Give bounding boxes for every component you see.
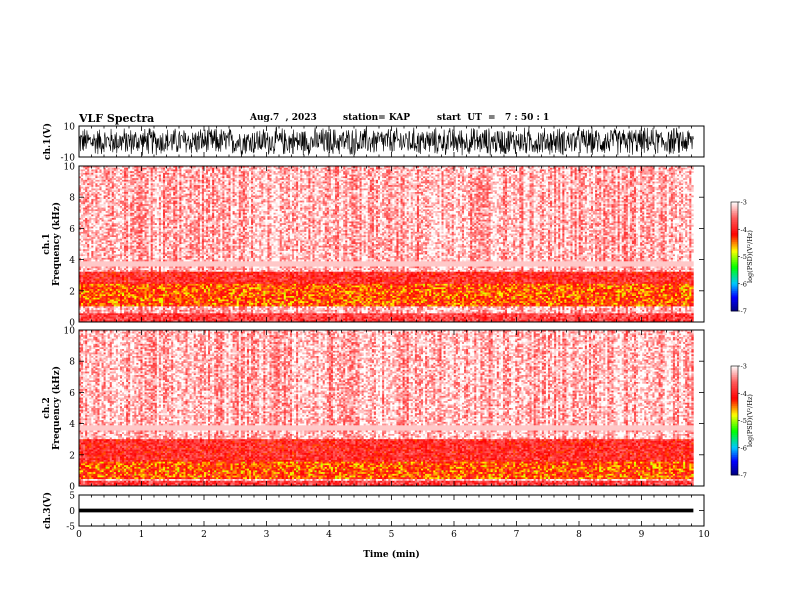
ch1-spec-ytick-3: 6 bbox=[69, 225, 75, 235]
ch2-spec-ylabel: Frequency (kHz) bbox=[51, 366, 62, 450]
station-label: station= KAP bbox=[343, 113, 410, 123]
ch2-spec-ytick-2: 4 bbox=[69, 420, 75, 430]
ch1-wave-ytick-0: 10 bbox=[64, 123, 76, 133]
ch2-spec-ytick-3: 6 bbox=[69, 389, 75, 399]
ch1-spec-spectrogram-image bbox=[79, 166, 694, 323]
cb1-tick-2: -5 bbox=[741, 253, 747, 261]
date-label: Aug.7 , 2023 bbox=[250, 113, 317, 123]
cb2-tick-1: -4 bbox=[741, 390, 747, 398]
ch1-spec-ytick-5: 10 bbox=[64, 163, 76, 173]
ch1-waveform-trace bbox=[78, 126, 694, 156]
ch1-colorbar: -3 -4 -5 -6 -7 log(PSD)(V²/Hz) bbox=[730, 199, 754, 316]
ch1-spec-ylabel: ch.1 bbox=[42, 233, 52, 254]
cb1-tick-0: -3 bbox=[741, 199, 747, 207]
ch2-colorbar: -3 -4 -5 -6 -7 log(PSD)(V²/Hz) bbox=[730, 363, 754, 480]
ch3-wave-ylabel: ch.3(V) bbox=[42, 492, 53, 529]
cb2-tick-0: -3 bbox=[741, 363, 747, 371]
ch1-spectrogram-panel: 0 2 4 6 8 10 ch.1 Frequency (kHz) bbox=[42, 163, 705, 329]
ch3-waveform-trace bbox=[79, 508, 694, 513]
xtick-label-0: 0 bbox=[76, 530, 82, 540]
xtick-label-9: 9 bbox=[639, 530, 645, 540]
xtick-label-2: 2 bbox=[201, 530, 207, 540]
ch2-spec-spectrogram-image bbox=[79, 330, 694, 487]
ch1-spec-ytick-1: 2 bbox=[69, 287, 75, 297]
ch2-spec-ytick-5: 10 bbox=[64, 327, 76, 337]
ch2-spec-ylabel: ch.2 bbox=[42, 397, 52, 418]
ch2-spec-ytick-0: 0 bbox=[69, 483, 75, 493]
xtick-label-1: 1 bbox=[139, 530, 145, 540]
cb2-label: log(PSD)(V²/Hz) bbox=[746, 394, 754, 447]
ch1-spec-ytick-4: 8 bbox=[69, 194, 75, 204]
xtick-label-4: 4 bbox=[326, 530, 332, 540]
cb1-label: log(PSD)(V²/Hz) bbox=[746, 230, 754, 283]
xtick-label-6: 6 bbox=[451, 530, 457, 540]
ch2-spec-ytick-4: 8 bbox=[69, 358, 75, 368]
ch3-wave-ytick-2: -5 bbox=[66, 523, 75, 533]
cb1-tick-4: -7 bbox=[741, 308, 747, 316]
ch1-waveform-panel: 10 -10 ch.1(V) bbox=[42, 123, 705, 164]
cb1-tick-3: -6 bbox=[741, 280, 747, 288]
ch2-spec-ytick-1: 2 bbox=[69, 451, 75, 461]
xtick-label-8: 8 bbox=[576, 530, 582, 540]
xtick-label-5: 5 bbox=[389, 530, 395, 540]
xtick-label-10: 10 bbox=[698, 530, 710, 540]
ch1-wave-ylabel: ch.1(V) bbox=[42, 123, 53, 160]
ch1-wave-ytick-1: -10 bbox=[61, 154, 76, 164]
xtick-label-7: 7 bbox=[514, 530, 520, 540]
ch3-wave-ytick-1: 0 bbox=[69, 507, 75, 517]
xtick-label-3: 3 bbox=[264, 530, 270, 540]
cb2-tick-4: -7 bbox=[741, 472, 747, 480]
start-time-label: start UT = 7 : 50 : 1 bbox=[437, 113, 549, 123]
ch3-wave-ytick-0: 5 bbox=[69, 492, 75, 502]
cb2-tick-3: -6 bbox=[741, 444, 747, 452]
ch1-spec-ytick-0: 0 bbox=[69, 319, 75, 329]
cb2-tick-2: -5 bbox=[741, 417, 747, 425]
ch2-spectrogram-panel: 0 2 4 6 8 10 ch.2 Frequency (kHz) bbox=[42, 327, 705, 493]
ch1-spec-ytick-2: 4 bbox=[69, 256, 75, 266]
cb1-tick-1: -4 bbox=[741, 226, 747, 234]
figure-title: VLF Spectra bbox=[79, 112, 154, 125]
ch1-spec-ylabel: Frequency (kHz) bbox=[51, 202, 62, 286]
x-axis-label: Time (min) bbox=[363, 549, 420, 560]
